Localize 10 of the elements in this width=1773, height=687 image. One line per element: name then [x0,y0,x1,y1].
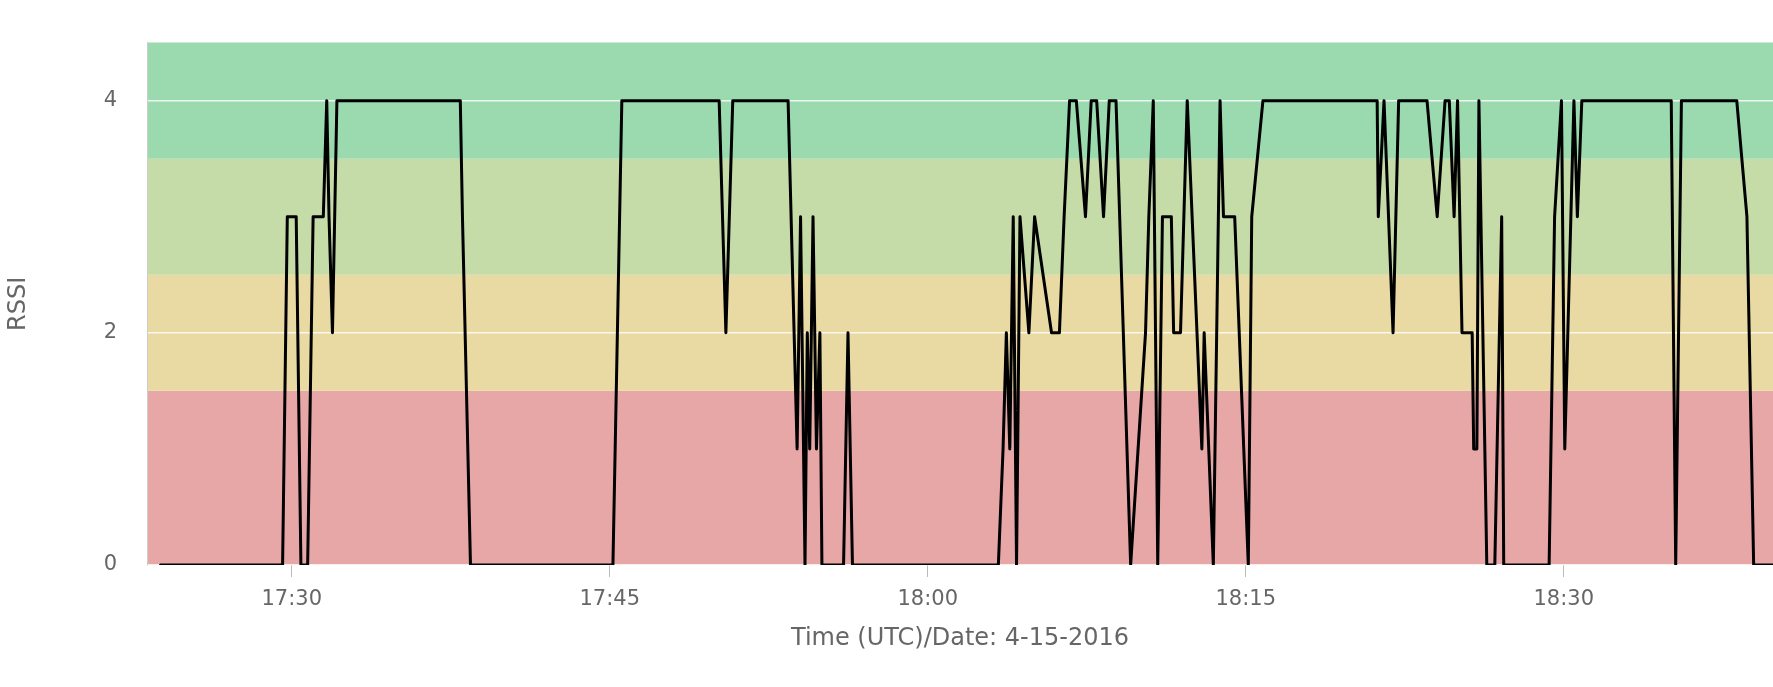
x-tick-label: 18:30 [1533,586,1595,611]
x-tick-label: 18:00 [897,586,959,611]
y-tick-label: 0 [103,551,117,576]
y-tick-label: 4 [103,87,117,112]
y-axis-title: RSSI [2,276,31,331]
x-tick-label: 18:15 [1215,586,1277,611]
x-axis-title: Time (UTC)/Date: 4-15-2016 [789,622,1130,651]
y-tick-label: 2 [103,319,117,344]
x-tick-label: 17:45 [579,586,641,611]
x-tick-label: 17:30 [261,586,323,611]
